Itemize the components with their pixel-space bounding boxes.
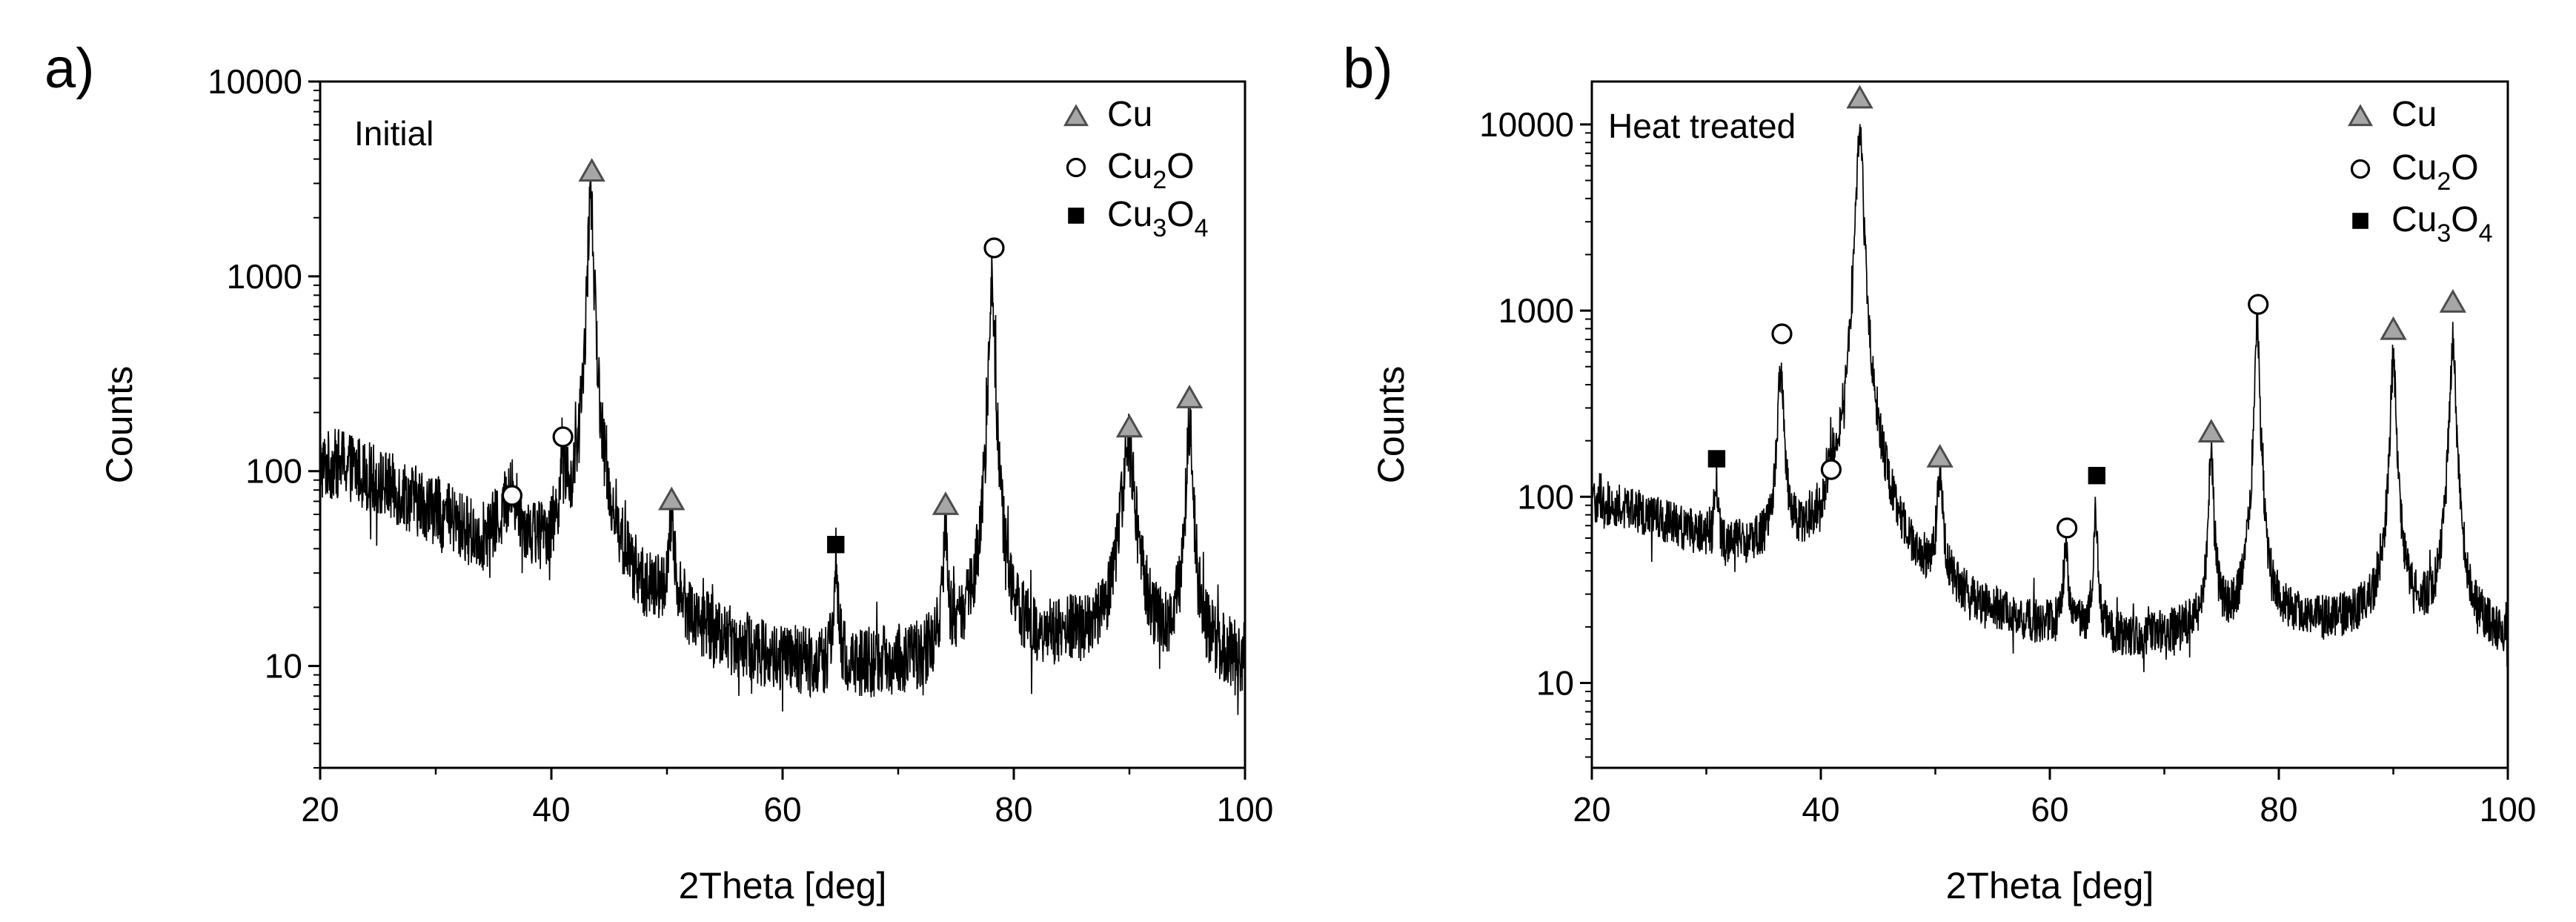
triangle-marker-icon (932, 491, 960, 515)
y-axis-title: Counts (99, 366, 140, 483)
y-tick-label: 10 (265, 647, 302, 686)
y-tick-label: 1000 (1498, 291, 1574, 330)
chart-panel-a: 20 40 60 80 100 10 100 1000 10000 2Theta [deg] Cou… (44, 37, 1273, 906)
legend-tail: O (2451, 148, 2478, 188)
circle-marker-icon (983, 237, 1005, 259)
square-marker-icon (1707, 450, 1726, 468)
panel-label: b) (1343, 37, 1393, 100)
legend-tail: O (1166, 147, 1194, 186)
y-tick-label: 100 (1517, 477, 1574, 516)
legend-square-icon (1068, 208, 1084, 224)
circle-marker-icon (1820, 459, 1842, 480)
legend-subscript: 3 (2437, 219, 2451, 248)
xrd-pattern-line (320, 179, 1245, 715)
legend-circle-icon (1066, 157, 1086, 178)
square-marker-icon (827, 536, 845, 554)
square-marker-icon (2088, 466, 2106, 485)
y-tick-label: 10 (1536, 663, 1574, 702)
x-tick-label: 100 (2480, 790, 2537, 829)
legend-triangle-icon (1063, 104, 1089, 127)
legend-base: Cu (1107, 95, 1152, 134)
triangle-marker-icon (578, 158, 605, 182)
legend-entry-label: Cu (2391, 95, 2437, 134)
triangle-marker-icon (2439, 289, 2467, 313)
circle-marker-icon (2248, 293, 2269, 315)
x-axis-title: 2Theta [deg] (1946, 865, 2154, 906)
x-tick-label: 20 (1573, 790, 1610, 829)
x-tick-label: 60 (2031, 790, 2068, 829)
legend-subscript: 2 (1152, 166, 1166, 194)
legend-entry-label: Cu2O (2391, 148, 2479, 196)
triangle-marker-icon (1926, 443, 1953, 468)
legend-subscript: 3 (1152, 214, 1166, 242)
triangle-marker-icon (2197, 419, 2225, 442)
y-tick-label: 100 (245, 452, 302, 491)
y-axis-title: Counts (1370, 366, 1412, 483)
legend-base: Cu (1107, 195, 1152, 234)
legend-entry-label: Cu2O (1107, 147, 1195, 194)
y-tick-label: 1000 (227, 257, 302, 296)
circle-marker-icon (2057, 517, 2078, 539)
triangle-marker-icon (658, 486, 686, 511)
x-tick-label: 20 (301, 790, 339, 829)
x-tick-label: 80 (2260, 790, 2297, 829)
xrd-pattern-line (1592, 124, 2508, 672)
plot-frame (1590, 80, 2509, 769)
x-tick-label: 80 (995, 790, 1032, 829)
legend-subscript: 2 (2437, 168, 2451, 196)
legend-base: Cu (2391, 200, 2437, 239)
chart-panel-b: 20 40 60 80 100 10 100 1000 10000 2Theta [deg] Cou… (1343, 37, 2536, 906)
x-tick-label: 100 (1217, 790, 1274, 829)
triangle-marker-icon (2380, 316, 2407, 340)
x-tick-label: 40 (532, 790, 570, 829)
panel-label: a) (44, 37, 95, 100)
y-tick-label: 10000 (1479, 105, 1574, 144)
circle-marker-icon (1771, 323, 1793, 345)
circle-marker-icon (501, 485, 523, 506)
legend-subscript: 4 (2479, 219, 2493, 248)
triangle-marker-icon (1846, 84, 1873, 109)
legend-circle-icon (2350, 159, 2371, 179)
legend-square-icon (2352, 213, 2368, 229)
legend-entry-label: Cu3O4 (1107, 195, 1209, 242)
legend-tail: O (1166, 195, 1194, 234)
legend-entry-label: Cu3O4 (2391, 200, 2493, 248)
inset-title: Initial (354, 114, 434, 153)
x-tick-label: 60 (763, 790, 801, 829)
x-axis-title: 2Theta [deg] (679, 865, 887, 906)
legend-base: Cu (1107, 147, 1152, 186)
triangle-marker-icon (1175, 385, 1204, 408)
legend-tail: O (2451, 200, 2478, 239)
x-tick-label: 40 (1802, 790, 1839, 829)
legend-base: Cu (2391, 95, 2437, 134)
inset-title: Heat treated (1608, 107, 1796, 145)
legend-base: Cu (2391, 148, 2437, 188)
triangle-marker-icon (1115, 414, 1143, 438)
circle-marker-icon (552, 426, 574, 448)
legend-triangle-icon (2348, 104, 2373, 127)
y-tick-label: 10000 (208, 62, 302, 101)
legend-subscript: 4 (1195, 214, 1209, 242)
legend-entry-label: Cu (1107, 95, 1152, 134)
